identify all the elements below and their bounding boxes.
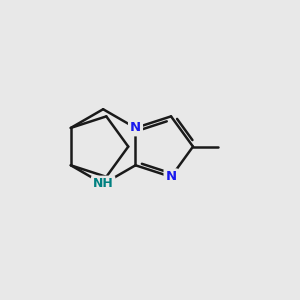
Text: N: N	[130, 122, 141, 134]
Text: NH: NH	[93, 178, 113, 190]
Text: N: N	[166, 170, 177, 183]
